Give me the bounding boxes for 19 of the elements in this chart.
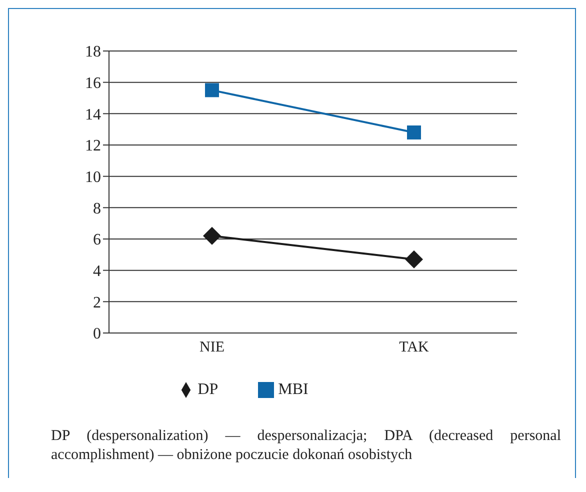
x-tick-label: TAK (399, 340, 429, 356)
y-tick-label: 10 (85, 169, 101, 186)
y-tick-label: 2 (93, 294, 101, 312)
point (203, 226, 221, 245)
point (205, 83, 219, 98)
y-tick-label: 16 (85, 75, 101, 92)
y-tick-label: 4 (93, 263, 101, 280)
y-tick-label: 18 (85, 44, 101, 61)
y-tick-label: 8 (93, 200, 101, 218)
y-tick-label: 0 (93, 326, 101, 343)
y-tick-label: 14 (85, 106, 101, 124)
y-tick-label: 6 (93, 232, 101, 249)
point (407, 125, 421, 140)
point (405, 250, 423, 268)
legend-label: MBI (278, 381, 308, 398)
y-tick-label: 12 (85, 138, 101, 155)
text: DP (despersonalization) — despersonalizacja; DPA (decreased personal accomplishment) — obniżone poczucie dokonań osobistych (51, 427, 561, 465)
legend-label: DP (198, 381, 218, 398)
x-tick-label: NIE (200, 340, 224, 356)
